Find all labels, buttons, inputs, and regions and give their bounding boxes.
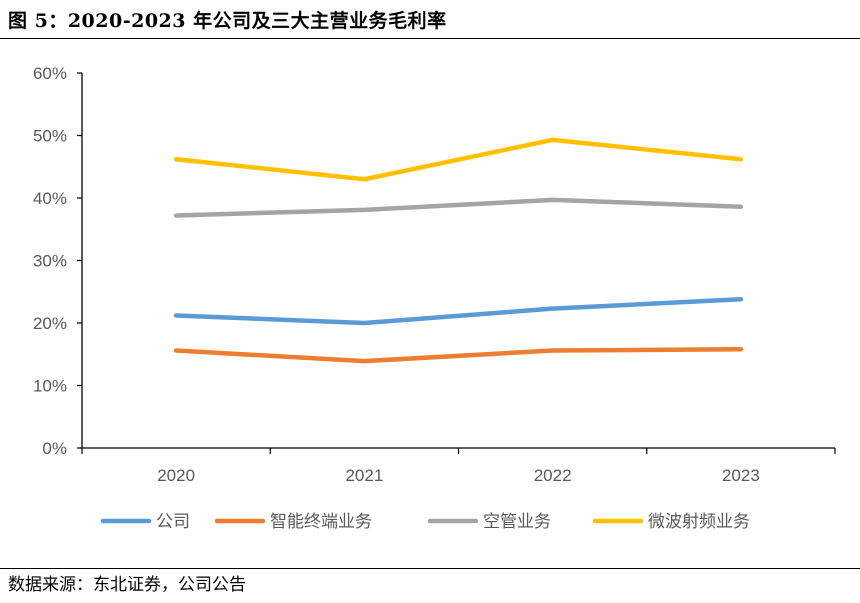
y-tick-label: 60%: [33, 64, 67, 83]
y-tick-label: 0%: [42, 439, 67, 458]
x-tick-label: 2023: [722, 466, 760, 485]
legend-label-2: 智能终端业务: [270, 512, 372, 532]
bottom-rule: [0, 568, 860, 569]
series-line-3: [173, 197, 744, 218]
legend-label-4: 微波射频业务: [648, 512, 750, 532]
y-tick-label: 20%: [33, 314, 67, 333]
x-tick-label: 2022: [534, 466, 572, 485]
series-line-2: [173, 347, 744, 364]
y-tick-label: 40%: [33, 189, 67, 208]
line-chart: 0% 10% 20% 30% 40% 50% 60% 2020 2021 2022 2023 公司 智…: [33, 64, 836, 532]
x-tick-label: 2021: [345, 466, 383, 485]
top-rule: [0, 38, 860, 39]
figure-title: 图 5：2020-2023 年公司及三大主营业务毛利率: [8, 10, 447, 32]
legend-label-1: 公司: [156, 512, 190, 532]
y-tick-label: 10%: [33, 377, 67, 396]
source-note: 数据来源：东北证券，公司公告: [8, 575, 246, 595]
legend-label-3: 空管业务: [483, 512, 551, 532]
x-tick-label: 2020: [157, 466, 195, 485]
series-line-4: [173, 137, 744, 182]
series-line-1: [173, 297, 744, 326]
y-tick-label: 30%: [33, 252, 67, 271]
y-tick-label: 50%: [33, 127, 67, 146]
